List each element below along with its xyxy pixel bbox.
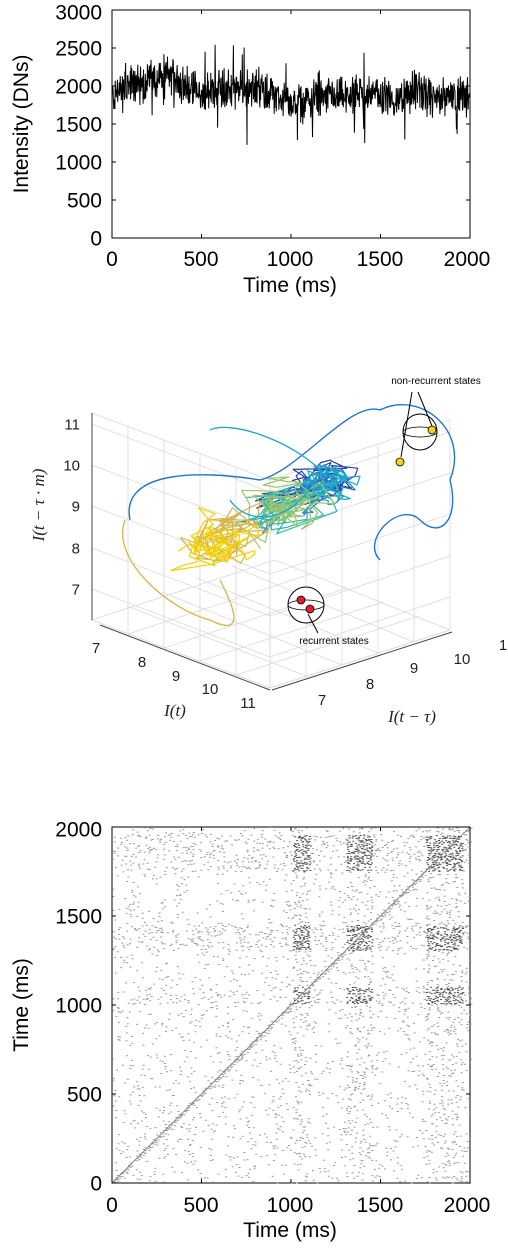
ts-xtick-1000: 1000 bbox=[267, 248, 314, 271]
recurrence-plot: 0 500 1000 1500 2000 0 500 1000 1500 200… bbox=[10, 818, 490, 1242]
y-tick-7: 7 bbox=[318, 692, 326, 709]
y-tick-8: 8 bbox=[366, 676, 374, 693]
x-tick-7: 7 bbox=[92, 640, 100, 657]
z-tick-10: 10 bbox=[63, 457, 80, 474]
ts-ytick-0: 0 bbox=[90, 227, 102, 250]
timeseries-chart: 0 500 1000 1500 2000 2500 3000 0 500 100… bbox=[10, 1, 490, 297]
rp-xtick-2000: 2000 bbox=[444, 1194, 491, 1217]
y-tick-9: 9 bbox=[410, 660, 418, 677]
z-tick-11: 11 bbox=[64, 416, 80, 433]
rp-ylabel: Time (ms) bbox=[10, 958, 33, 1052]
trajectory-segment bbox=[170, 507, 260, 572]
ts-ytick-1000: 1000 bbox=[55, 151, 102, 174]
recurrent-label: recurrent states bbox=[299, 636, 368, 647]
rp-ytick-500: 500 bbox=[67, 1083, 102, 1106]
trajectory-segment bbox=[128, 404, 456, 561]
y-tick-11: 1 bbox=[499, 637, 507, 654]
ts-xtick-2000: 2000 bbox=[444, 248, 491, 271]
ts-ytick-2000: 2000 bbox=[55, 75, 102, 98]
ts-ytick-2500: 2500 bbox=[55, 37, 102, 60]
non-recurrent-point bbox=[427, 425, 437, 435]
ts-ytick-1500: 1500 bbox=[55, 113, 102, 136]
recurrent-point bbox=[305, 604, 315, 614]
phase-space-chart: non-recurrent states recurrent states 11… bbox=[29, 376, 507, 726]
trajectory-segment bbox=[234, 476, 335, 543]
phase-xlabel: I(t) bbox=[163, 701, 186, 720]
phase-space-axes bbox=[91, 413, 453, 691]
recurrent-annotation: recurrent states bbox=[287, 586, 369, 647]
rp-xtick-0: 0 bbox=[106, 1194, 118, 1217]
non-recurrent-label: non-recurrent states bbox=[391, 376, 481, 387]
z-tick-8: 8 bbox=[72, 540, 80, 557]
rp-ytick-0: 0 bbox=[90, 1172, 102, 1195]
rp-xtick-500: 500 bbox=[183, 1194, 218, 1217]
rp-ytick-2000: 2000 bbox=[55, 818, 102, 841]
recurrence-points bbox=[111, 826, 473, 1184]
non-recurrent-arrow bbox=[400, 391, 413, 458]
ts-xtick-500: 500 bbox=[183, 248, 218, 271]
ts-xtick-1500: 1500 bbox=[357, 248, 404, 271]
x-tick-8: 8 bbox=[138, 654, 146, 671]
phase-ylabel: I(t − τ) bbox=[387, 707, 436, 726]
non-recurrent-arrow bbox=[417, 391, 433, 427]
recurrence-points-sparse bbox=[112, 827, 473, 1184]
ts-ytick-3000: 3000 bbox=[55, 1, 102, 24]
x-tick-9: 9 bbox=[172, 668, 180, 685]
y-tick-10: 10 bbox=[454, 651, 471, 668]
z-tick-7: 7 bbox=[72, 581, 80, 598]
ts-ylabel: Intensity (DNs) bbox=[10, 55, 33, 194]
recurrent-point bbox=[296, 595, 306, 605]
rp-xlabel: Time (ms) bbox=[243, 1219, 337, 1242]
non-recurrent-sphere-equator bbox=[402, 426, 438, 438]
trajectory-segment bbox=[122, 519, 235, 627]
ts-ytick-500: 500 bbox=[67, 189, 102, 212]
phase-space-grid bbox=[90, 412, 452, 689]
non-recurrent-annotation: non-recurrent states bbox=[391, 376, 481, 467]
recurrence-diagonal bbox=[111, 826, 471, 1184]
rp-xtick-1500: 1500 bbox=[357, 1194, 404, 1217]
recurrence-ticks bbox=[111, 826, 471, 1184]
ts-xlabel: Time (ms) bbox=[243, 274, 337, 297]
x-tick-11: 11 bbox=[240, 695, 256, 712]
phase-space-trajectory bbox=[122, 404, 456, 627]
ts-xtick-0: 0 bbox=[106, 248, 118, 271]
x-tick-10: 10 bbox=[202, 681, 219, 698]
timeseries-plot-area bbox=[111, 9, 471, 239]
timeseries-ticks bbox=[111, 9, 471, 239]
rp-xtick-1000: 1000 bbox=[267, 1194, 314, 1217]
recurrent-arrow bbox=[307, 613, 319, 634]
recurrent-sphere bbox=[287, 586, 325, 624]
rp-ytick-1000: 1000 bbox=[55, 994, 102, 1017]
non-recurrent-point bbox=[395, 457, 405, 467]
timeseries-line bbox=[111, 44, 471, 145]
rp-ytick-1500: 1500 bbox=[55, 905, 102, 928]
phase-zlabel: I(t − τ · m) bbox=[29, 468, 48, 542]
z-tick-9: 9 bbox=[72, 498, 80, 515]
trajectory-segment bbox=[209, 426, 321, 518]
trajectory-segment bbox=[245, 482, 341, 535]
